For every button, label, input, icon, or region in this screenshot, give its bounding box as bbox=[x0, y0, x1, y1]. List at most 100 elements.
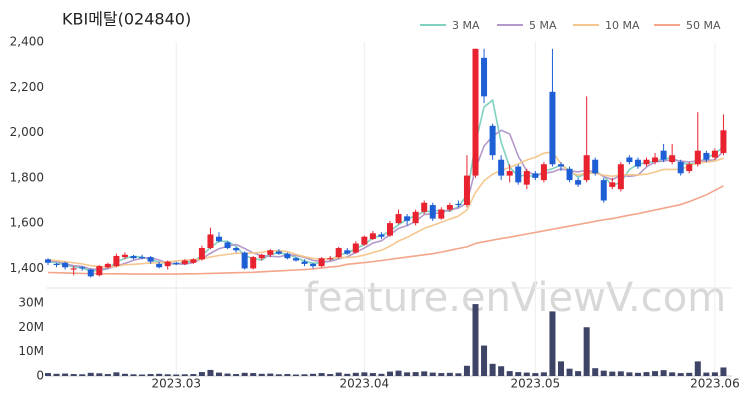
candle-body bbox=[472, 48, 479, 176]
candle-body bbox=[694, 150, 701, 165]
candle-body bbox=[361, 236, 368, 245]
candle-body bbox=[592, 159, 599, 174]
volume-bar bbox=[540, 372, 547, 376]
candle-body bbox=[45, 259, 51, 263]
candle-body bbox=[207, 234, 214, 249]
volume-bar bbox=[198, 372, 205, 376]
volume-bar bbox=[412, 372, 419, 376]
y-tick-label: 1,600 bbox=[10, 216, 44, 230]
candle-body bbox=[292, 258, 299, 261]
candle-body bbox=[463, 175, 470, 206]
volume-bar bbox=[181, 374, 188, 376]
candle-body bbox=[532, 173, 539, 178]
candle-body bbox=[284, 253, 291, 259]
candle-body bbox=[344, 250, 351, 254]
volume-bar bbox=[130, 374, 137, 376]
volume-bar bbox=[369, 373, 376, 376]
volume-bar bbox=[173, 374, 180, 376]
candle-body bbox=[566, 168, 573, 181]
candle-body bbox=[446, 205, 453, 210]
candle-body bbox=[301, 261, 308, 264]
volume-bar bbox=[609, 371, 616, 376]
volume-bar bbox=[583, 327, 590, 376]
volume-bar bbox=[694, 361, 701, 376]
candle-body bbox=[275, 251, 282, 254]
volume-bar bbox=[566, 368, 573, 376]
volume-bar bbox=[267, 373, 274, 376]
volume-bar bbox=[361, 372, 368, 376]
candle-body bbox=[104, 263, 111, 268]
volume-bar bbox=[224, 373, 231, 376]
volume-bar bbox=[96, 373, 103, 376]
moving-average-line bbox=[47, 185, 724, 275]
volume-bar bbox=[532, 373, 539, 376]
volume-bar bbox=[481, 345, 488, 376]
volume-bar bbox=[438, 373, 445, 376]
candle-body bbox=[318, 258, 325, 267]
volume-bar bbox=[53, 373, 60, 376]
y-tick-label: 2,400 bbox=[10, 35, 44, 49]
volume-bar bbox=[686, 372, 693, 376]
candle-body bbox=[506, 171, 513, 176]
volume-bar bbox=[626, 372, 633, 376]
volume-bar bbox=[643, 372, 650, 376]
volume-bar bbox=[652, 371, 659, 376]
candle-body bbox=[652, 157, 659, 162]
volume-bar bbox=[292, 374, 299, 376]
candle-body bbox=[677, 162, 684, 174]
watermark: feature.enViewV.com bbox=[304, 275, 726, 321]
volume-bar bbox=[634, 372, 641, 376]
moving-average-line bbox=[47, 151, 724, 268]
candle-body bbox=[62, 262, 69, 268]
candle-body bbox=[634, 159, 641, 167]
x-tick-label: 2023.04 bbox=[340, 377, 390, 391]
x-tick-label: 2023.03 bbox=[151, 377, 201, 391]
volume-bar bbox=[301, 374, 308, 376]
volume-bar bbox=[335, 372, 342, 376]
volume-bar bbox=[395, 370, 402, 376]
candle-body bbox=[660, 150, 667, 160]
candle-body bbox=[703, 152, 710, 160]
candle-body bbox=[669, 155, 676, 162]
volume-bar bbox=[318, 373, 325, 376]
volume-bar bbox=[387, 371, 393, 376]
candle-body bbox=[181, 260, 188, 264]
volume-bar bbox=[711, 372, 718, 376]
volume-bar bbox=[147, 374, 154, 376]
candle-body bbox=[626, 157, 633, 162]
candle-body bbox=[421, 202, 428, 212]
volume-bar bbox=[70, 374, 77, 376]
volume-bar bbox=[498, 366, 505, 376]
candle-body bbox=[233, 248, 240, 251]
volume-bar bbox=[62, 373, 69, 376]
moving-average-line bbox=[47, 129, 725, 271]
candle-body bbox=[438, 209, 445, 219]
candle-body bbox=[617, 164, 624, 190]
candle-body bbox=[558, 164, 564, 167]
candle-body bbox=[498, 159, 505, 176]
volume-tick-label: 10M bbox=[18, 344, 44, 358]
volume-bar bbox=[720, 367, 727, 376]
candle-body bbox=[412, 211, 419, 224]
candle-body bbox=[515, 166, 522, 183]
volume-bar bbox=[310, 373, 317, 376]
volume-bar bbox=[216, 372, 222, 376]
volume-bar bbox=[87, 372, 94, 376]
legend-label: 3 MA bbox=[452, 19, 480, 32]
volume-bar bbox=[446, 372, 453, 376]
candle-body bbox=[583, 155, 590, 181]
volume-bar bbox=[523, 372, 530, 376]
candle-body bbox=[643, 159, 650, 165]
volume-bar bbox=[378, 373, 385, 376]
candle-body bbox=[540, 164, 547, 181]
candle-body bbox=[310, 263, 317, 267]
volume-bar bbox=[250, 373, 257, 376]
volume-tick-label: 30M bbox=[18, 295, 44, 309]
volume-bar bbox=[352, 372, 359, 376]
chart-title: KBI메탈(024840) bbox=[62, 10, 191, 29]
volume-bar bbox=[327, 374, 334, 376]
volume-bar bbox=[113, 372, 120, 376]
volume-bar bbox=[258, 373, 265, 376]
volume-bar bbox=[404, 372, 411, 376]
candle-body bbox=[70, 268, 77, 270]
